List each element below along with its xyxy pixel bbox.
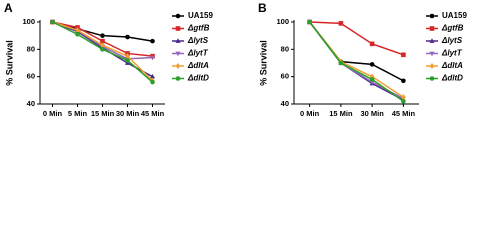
marker [75, 27, 80, 34]
legend-label: ΔdltD [441, 74, 463, 83]
x-tick-label: 45 Min [141, 109, 165, 118]
y-tick-label: 80 [27, 44, 35, 53]
marker [100, 42, 105, 49]
legend-label: UA159 [442, 11, 467, 20]
y-tick-label: 100 [22, 17, 35, 26]
panel-label: A [4, 1, 13, 15]
marker [149, 73, 156, 79]
marker [369, 77, 375, 82]
marker [369, 62, 375, 67]
legend-label: ΔgtfB [441, 24, 464, 33]
marker [401, 78, 406, 84]
marker [401, 94, 406, 101]
x-tick-label: 0 Min [43, 109, 63, 118]
marker [125, 57, 130, 63]
marker [100, 38, 105, 44]
marker [369, 80, 375, 85]
marker [175, 26, 181, 31]
legend-label: ΔlytT [187, 49, 209, 58]
x-tick-label: 30 Min [116, 109, 140, 118]
marker [175, 76, 181, 81]
marker [429, 26, 435, 31]
marker [429, 38, 435, 43]
y-tick-label: 40 [281, 99, 289, 108]
marker [150, 38, 155, 44]
marker [338, 60, 344, 66]
marker [175, 13, 181, 19]
marker [175, 38, 181, 43]
panel-label: B [258, 1, 267, 15]
marker [175, 63, 181, 69]
marker [401, 98, 406, 104]
marker [338, 21, 344, 26]
marker [149, 55, 156, 61]
legend-label: ΔlytT [441, 49, 463, 58]
marker [125, 53, 130, 60]
marker [369, 41, 375, 47]
marker [100, 33, 105, 38]
marker [429, 13, 435, 19]
legend-label: ΔlytS [441, 36, 463, 45]
legend-label: ΔdltA [441, 61, 463, 70]
series-line [309, 21, 404, 102]
marker [75, 32, 80, 37]
marker [401, 52, 406, 58]
y-tick-label: 60 [281, 72, 289, 81]
marker [429, 63, 435, 69]
x-tick-label: 5 Min [68, 109, 88, 118]
y-tick-label: 60 [27, 72, 35, 81]
x-tick-label: 15 Min [91, 109, 115, 118]
y-tick-label: 40 [27, 99, 35, 108]
series-line [52, 21, 153, 83]
legend-label: ΔgtfB [187, 24, 210, 33]
marker [429, 76, 435, 81]
marker [125, 34, 130, 40]
x-tick-label: 45 Min [392, 109, 416, 118]
x-tick-label: 30 Min [360, 109, 384, 118]
x-tick-label: 0 Min [300, 109, 320, 118]
y-axis-label: % Survival [258, 40, 268, 86]
marker [429, 51, 435, 57]
x-tick-label: 15 Min [329, 109, 353, 118]
marker [150, 79, 155, 85]
y-axis-label: % Survival [4, 40, 14, 86]
marker [175, 51, 181, 57]
legend-label: ΔlytS [187, 36, 209, 45]
legend-label: UA159 [188, 11, 213, 20]
y-tick-label: 80 [281, 44, 289, 53]
marker [50, 19, 55, 25]
legend-label: ΔdltA [187, 61, 209, 70]
marker [100, 47, 105, 52]
series-line [309, 21, 404, 56]
marker [307, 19, 312, 25]
legend-label: ΔdltD [187, 74, 209, 83]
y-tick-label: 100 [276, 17, 289, 26]
